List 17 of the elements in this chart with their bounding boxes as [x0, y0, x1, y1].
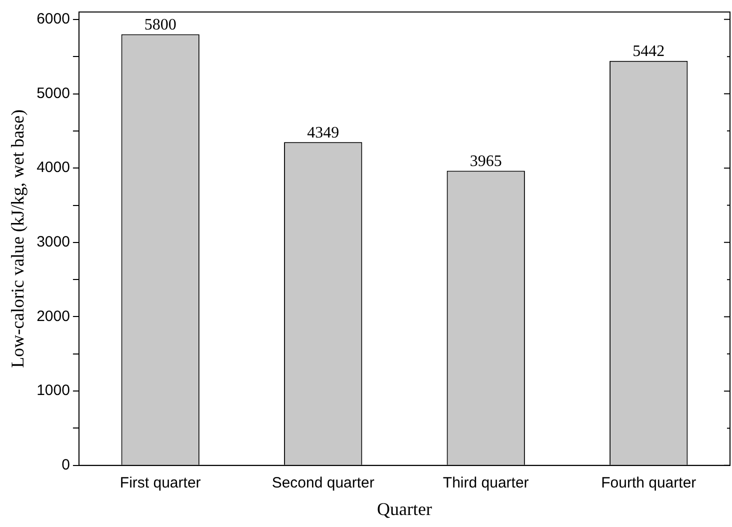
data-label: 5442: [632, 43, 665, 60]
x-tick-label: Fourth quarter: [601, 474, 696, 492]
y-tick-label: 6000: [36, 10, 70, 28]
x-axis-title: Quarter: [377, 498, 432, 519]
x-tick-label: Third quarter: [442, 474, 529, 492]
y-axis-title: Low-caloric value (kJ/kg, wet base): [8, 109, 28, 368]
y-tick-label: 2000: [36, 308, 70, 325]
y-tick-label: 5000: [36, 84, 70, 102]
data-label: 4349: [307, 124, 340, 142]
y-tick-label: 0: [62, 456, 70, 474]
data-label: 5800: [144, 16, 176, 34]
x-tick-label: First quarter: [120, 474, 201, 492]
x-tick-label: Second quarter: [272, 474, 374, 492]
data-label: 3965: [470, 152, 502, 170]
y-tick-label: 3000: [36, 234, 70, 251]
y-tick-label: 4000: [36, 159, 70, 176]
y-tick-label: 1000: [36, 382, 70, 400]
